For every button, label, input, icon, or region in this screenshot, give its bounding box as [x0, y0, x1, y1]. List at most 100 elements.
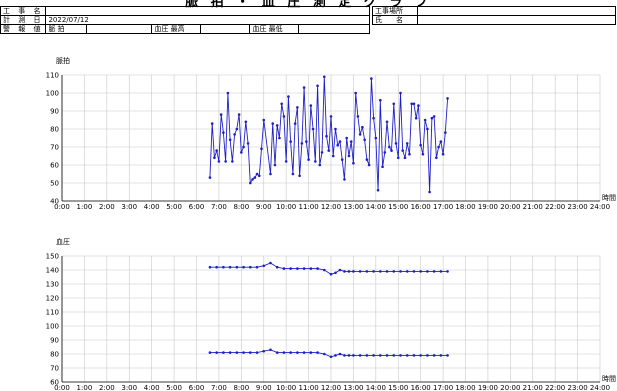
chart1-series-1-point — [372, 116, 375, 120]
chart2-series-2-point — [343, 354, 346, 357]
chart2-y-tick-label: 100 — [46, 323, 59, 331]
chart1-series-1-point — [215, 149, 218, 152]
chart2-y-axis-title: 血圧 — [56, 237, 70, 246]
chart2-series-1-point — [235, 265, 239, 269]
alarm-bp-min-label: 血圧 最低 — [249, 24, 300, 34]
chart2-x-tick-label: 20:00 — [500, 384, 520, 391]
chart1-x-tick-label: 13:00 — [343, 203, 363, 211]
chart2-series-1-point — [208, 265, 212, 269]
chart2-y-tick-label: 90 — [50, 337, 59, 345]
chart1-series-1-point — [365, 158, 369, 161]
chart2-series-1-point — [282, 267, 286, 270]
chart2-y-tick-label: 60 — [50, 379, 59, 387]
chart1-series-1-point — [392, 102, 396, 106]
chart1-series-1-point — [338, 140, 342, 143]
chart2-x-tick-label: 5:00 — [166, 384, 182, 391]
chart1-series-1-point — [331, 154, 335, 158]
chart2-series-2-point — [296, 351, 299, 354]
chart2-series-1-point — [222, 265, 225, 269]
chart1-series-1-point — [430, 116, 434, 120]
chart2-series-1-point — [358, 270, 362, 273]
chart2-series-1-point — [269, 261, 272, 265]
chart2-x-tick-label: 23:00 — [567, 384, 587, 391]
chart1-x-tick-label: 9:00 — [256, 203, 272, 211]
chart2-y-tick-label: 110 — [46, 309, 59, 317]
chart2-series-2-point — [358, 354, 362, 357]
chart1-x-axis-title: 時間 — [602, 194, 616, 202]
chart1-series-1-point — [385, 120, 389, 124]
chart2-series-2-point — [235, 351, 239, 354]
chart2-x-tick-label: 14:00 — [366, 384, 386, 391]
chart1-series-1-point — [282, 115, 286, 118]
chart1-x-tick-label: 2:00 — [99, 203, 115, 211]
chart2-series-1-point — [255, 265, 259, 269]
chart1-series-1-point — [271, 122, 275, 125]
chart1-y-tick-label: 60 — [50, 162, 59, 170]
chart1-series-1-point — [322, 75, 326, 79]
chart1-x-tick-label: 21:00 — [523, 203, 543, 211]
chart1-series-1-point — [394, 142, 398, 145]
chart2-series-2-point — [347, 354, 351, 357]
chart1-series-1-point — [379, 98, 382, 102]
chart1-series-1-point — [340, 158, 344, 161]
chart1-series-1-point — [405, 142, 409, 145]
chart2-series-2-point — [322, 352, 326, 356]
chart1-series-1-point — [410, 102, 414, 106]
chart2-series-1-point — [385, 270, 389, 273]
chart2-series-1-point — [228, 265, 232, 269]
chart1-series-1-point — [298, 174, 301, 178]
chart1-y-tick-label: 90 — [50, 108, 59, 116]
chart1-series-1-point — [417, 104, 420, 107]
chart2-series-1-point — [338, 268, 342, 272]
chart2-series-2-point — [399, 354, 402, 357]
chart2-series-1-point — [275, 265, 279, 269]
chart2-series-2-point — [405, 354, 409, 357]
chart1-y-tick-label: 100 — [46, 90, 59, 98]
chart1-series-1-point — [336, 143, 340, 147]
chart2-y-tick-label: 130 — [46, 281, 59, 289]
chart1-series-1-point — [244, 120, 248, 124]
chart1-series-1-point — [414, 116, 418, 120]
chart2-series-2-point — [302, 351, 306, 354]
chart1-x-tick-label: 10:00 — [276, 203, 296, 211]
chart1-series-1-point — [432, 115, 436, 118]
chart1-series-1-point — [441, 152, 445, 156]
chart1-series-1-point — [305, 140, 308, 143]
chart2-x-tick-label: 22:00 — [545, 384, 565, 391]
chart1-series-1-point — [401, 149, 405, 152]
chart1-x-tick-label: 22:00 — [545, 203, 565, 211]
chart1-series-1-point — [399, 91, 402, 95]
chart1-y-axis-title: 脈拍 — [56, 56, 70, 65]
chart2-x-tick-label: 18:00 — [455, 384, 475, 391]
chart2-series-2-point — [365, 354, 369, 357]
chart1-x-tick-label: 20:00 — [500, 203, 520, 211]
chart2-series-1-point — [334, 271, 337, 275]
chart2-x-tick-label: 9:00 — [256, 384, 272, 391]
chart2-series-2-point — [432, 354, 436, 357]
chart1-x-tick-label: 19:00 — [478, 203, 498, 211]
chart1-series-1-point — [291, 172, 295, 176]
chart2-series-1-point — [412, 270, 416, 273]
chart1-series-1-point — [354, 91, 357, 95]
chart1-series-1-point — [287, 95, 290, 98]
header-right-table: 工事場所 氏 名 — [372, 6, 616, 25]
chart1-x-tick-label: 11:00 — [298, 203, 318, 211]
chart2-series-1-point — [215, 265, 218, 269]
chart1-series-1-point — [273, 163, 277, 167]
chart1-series-1-point — [361, 125, 364, 129]
chart2-series-2-point — [282, 351, 286, 354]
chart1-x-tick-label: 14:00 — [366, 203, 386, 211]
chart1-series-1-point — [349, 140, 353, 143]
chart2-series-2-point — [208, 351, 212, 354]
chart1-series-1-point — [222, 131, 225, 134]
chart2-series-1-point — [343, 270, 346, 273]
chart2-x-tick-label: 0:00 — [54, 384, 70, 391]
chart2-series-1-point — [322, 268, 326, 272]
chart2-series-2-point — [255, 351, 259, 354]
chart1-series-1-point — [435, 156, 438, 160]
chart1-series-1-point — [316, 84, 319, 88]
chart2-y-tick-label: 150 — [46, 253, 59, 261]
chart1-series-1-point — [275, 124, 279, 127]
chart2-series-1-point — [399, 270, 402, 273]
alarm-bp-min-value — [298, 24, 370, 34]
